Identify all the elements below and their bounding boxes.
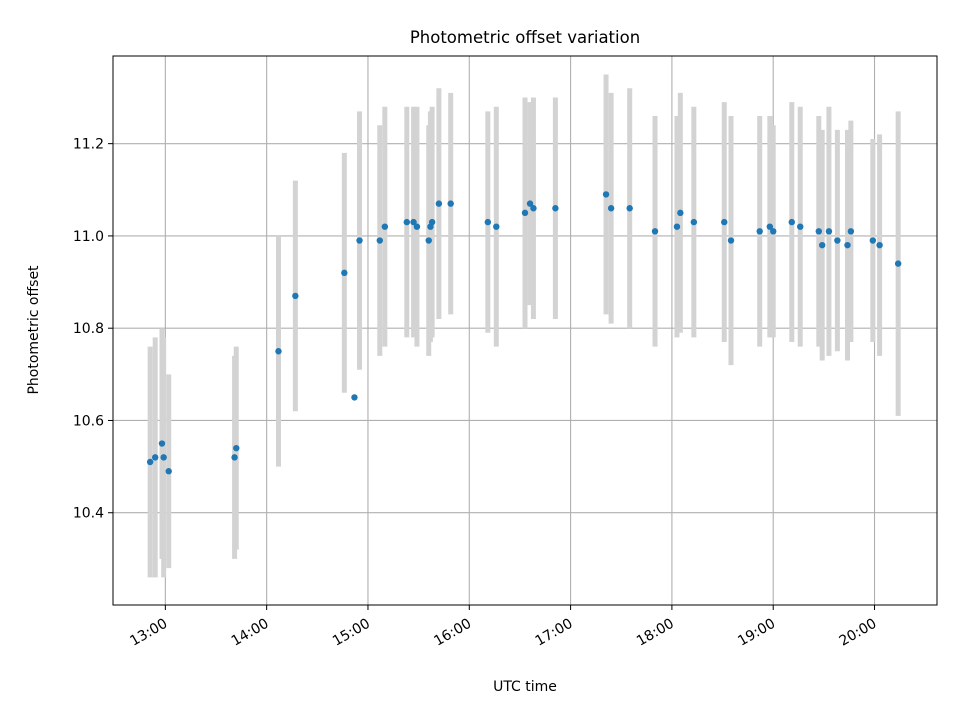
data-point: [521, 209, 529, 217]
data-point: [233, 444, 240, 452]
plot-frame: [112, 55, 938, 606]
data-point: [356, 237, 363, 244]
data-point: [351, 394, 358, 401]
y-tick-label: 11.0: [73, 229, 104, 245]
data-point: [607, 205, 615, 212]
data-point: [788, 218, 795, 226]
y-axis-ticks: 10.4 10.6 10.8 11.0 11.2: [73, 137, 113, 522]
data-point: [673, 223, 681, 230]
data-point: [818, 241, 826, 249]
data-point: [876, 241, 883, 249]
data-point: [403, 218, 411, 226]
data-point: [146, 458, 154, 466]
data-point: [425, 237, 432, 244]
data-point: [160, 454, 167, 461]
data-point: [158, 440, 166, 447]
y-axis-label: Photometric offset: [26, 265, 42, 395]
data-point: [770, 228, 777, 235]
data-point: [435, 200, 443, 207]
data-point: [165, 468, 172, 475]
data-point: [381, 223, 389, 230]
data-points: [146, 191, 902, 475]
data-point: [341, 269, 348, 277]
y-tick-label: 11.2: [73, 137, 104, 153]
y-tick-label: 10.6: [73, 413, 104, 429]
data-point: [530, 205, 537, 212]
data-point: [756, 228, 763, 235]
data-point: [847, 228, 855, 235]
data-point: [844, 241, 851, 249]
data-point: [825, 228, 833, 235]
data-point: [410, 218, 417, 226]
data-point: [152, 454, 159, 461]
data-point: [766, 223, 774, 230]
data-point: [292, 292, 299, 300]
chart-title: Photometric offset variation: [410, 28, 640, 47]
data-point: [428, 218, 436, 226]
data-point: [447, 200, 454, 207]
data-point: [727, 237, 735, 244]
data-point: [797, 223, 804, 230]
data-point: [231, 454, 238, 461]
data-point: [834, 237, 841, 244]
data-point: [651, 228, 659, 235]
data-point: [275, 348, 282, 355]
data-point: [626, 205, 633, 212]
data-point: [484, 218, 492, 226]
data-point: [677, 209, 684, 217]
data-point: [602, 191, 610, 198]
data-point: [894, 260, 902, 267]
data-point: [869, 237, 877, 244]
data-point: [413, 223, 421, 230]
data-point: [690, 218, 698, 226]
y-tick-label: 10.8: [73, 321, 104, 337]
data-point: [721, 218, 728, 226]
data-point: [815, 228, 823, 235]
data-point: [376, 237, 383, 244]
data-point: [552, 205, 559, 212]
data-point: [526, 200, 534, 207]
y-tick-label: 10.4: [73, 506, 104, 522]
data-point: [493, 223, 500, 230]
x-axis-label: UTC time: [493, 679, 557, 695]
